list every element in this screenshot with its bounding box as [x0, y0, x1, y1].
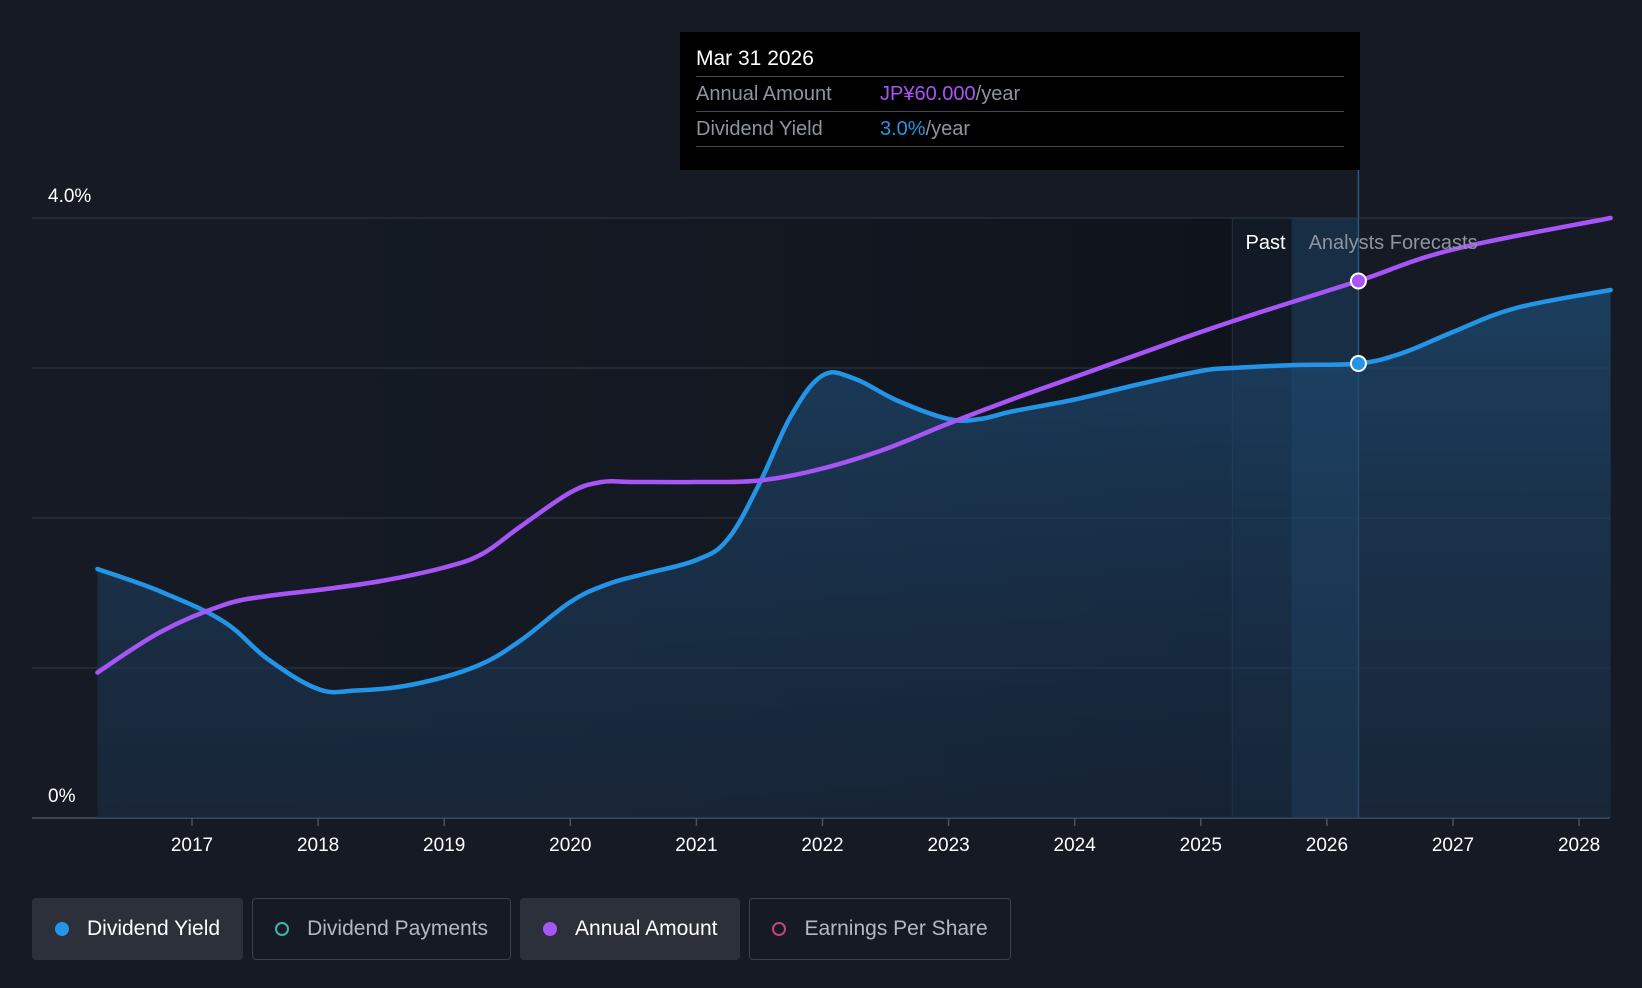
x-tick-label: 2020 [549, 835, 591, 856]
dividend-yield-line [95, 287, 1613, 695]
past-label: Past [1246, 232, 1286, 254]
x-tick-label: 2026 [1306, 835, 1348, 856]
x-tick-label: 2022 [801, 835, 843, 856]
legend-dividend-payments[interactable]: Dividend Payments [252, 898, 512, 960]
dividend-yield-dot-icon [55, 922, 69, 936]
tooltip-yield-label: Dividend Yield [696, 118, 823, 140]
annual-amount-dot-icon [543, 922, 558, 936]
x-tick-label: 2024 [1054, 835, 1097, 856]
tooltip-yield-row: Dividend Yield 3.0% /year [696, 112, 1344, 147]
tooltip-amount-label: Annual Amount [696, 83, 832, 105]
x-tick-label: 2021 [675, 835, 717, 856]
x-tick-label: 2018 [297, 835, 339, 856]
y-tick-label: 0% [48, 786, 76, 807]
tooltip-yield-unit: /year [925, 118, 971, 140]
x-tick-label: 2017 [171, 835, 213, 856]
tooltip-amount-value: JP¥60.000 [880, 83, 976, 105]
annual-amount-marker [1349, 272, 1367, 290]
tooltip-amount-unit: /year [975, 83, 1021, 105]
legend-annual-amount-label: Annual Amount [575, 917, 718, 940]
tooltip-yield-value: 3.0% [880, 118, 926, 140]
forecast-label: Analysts Forecasts [1309, 232, 1478, 254]
legend-dividend-yield-label: Dividend Yield [87, 917, 221, 940]
earnings-per-share-ring-icon [772, 922, 787, 936]
x-tick-label: 2027 [1432, 835, 1474, 856]
legend-earnings-per-share-label: Earnings Per Share [804, 917, 988, 940]
tooltip-date: Mar 31 2026 [696, 44, 1344, 77]
y-tick-label: 4.0% [48, 186, 91, 207]
legend: Dividend Yield Dividend Payments Annual … [32, 898, 1011, 960]
x-tick-label: 2028 [1558, 835, 1600, 856]
dividend-payments-ring-icon [275, 922, 290, 936]
legend-earnings-per-share[interactable]: Earnings Per Share [749, 898, 1011, 960]
dividend-yield-area [97, 290, 1611, 818]
legend-dividend-yield[interactable]: Dividend Yield [32, 898, 244, 960]
x-tick-label: 2025 [1180, 835, 1222, 856]
x-tick-label: 2019 [423, 835, 465, 856]
legend-dividend-payments-label: Dividend Payments [307, 917, 489, 940]
legend-annual-amount[interactable]: Annual Amount [520, 898, 741, 960]
annual-amount-line [95, 215, 1613, 675]
x-tick-label: 2023 [927, 835, 969, 856]
dividend-yield-marker [1349, 355, 1367, 372]
tooltip-amount-row: Annual Amount JP¥60.000 /year [696, 77, 1344, 112]
tooltip: Mar 31 2026 Annual Amount JP¥60.000 /yea… [680, 32, 1360, 170]
